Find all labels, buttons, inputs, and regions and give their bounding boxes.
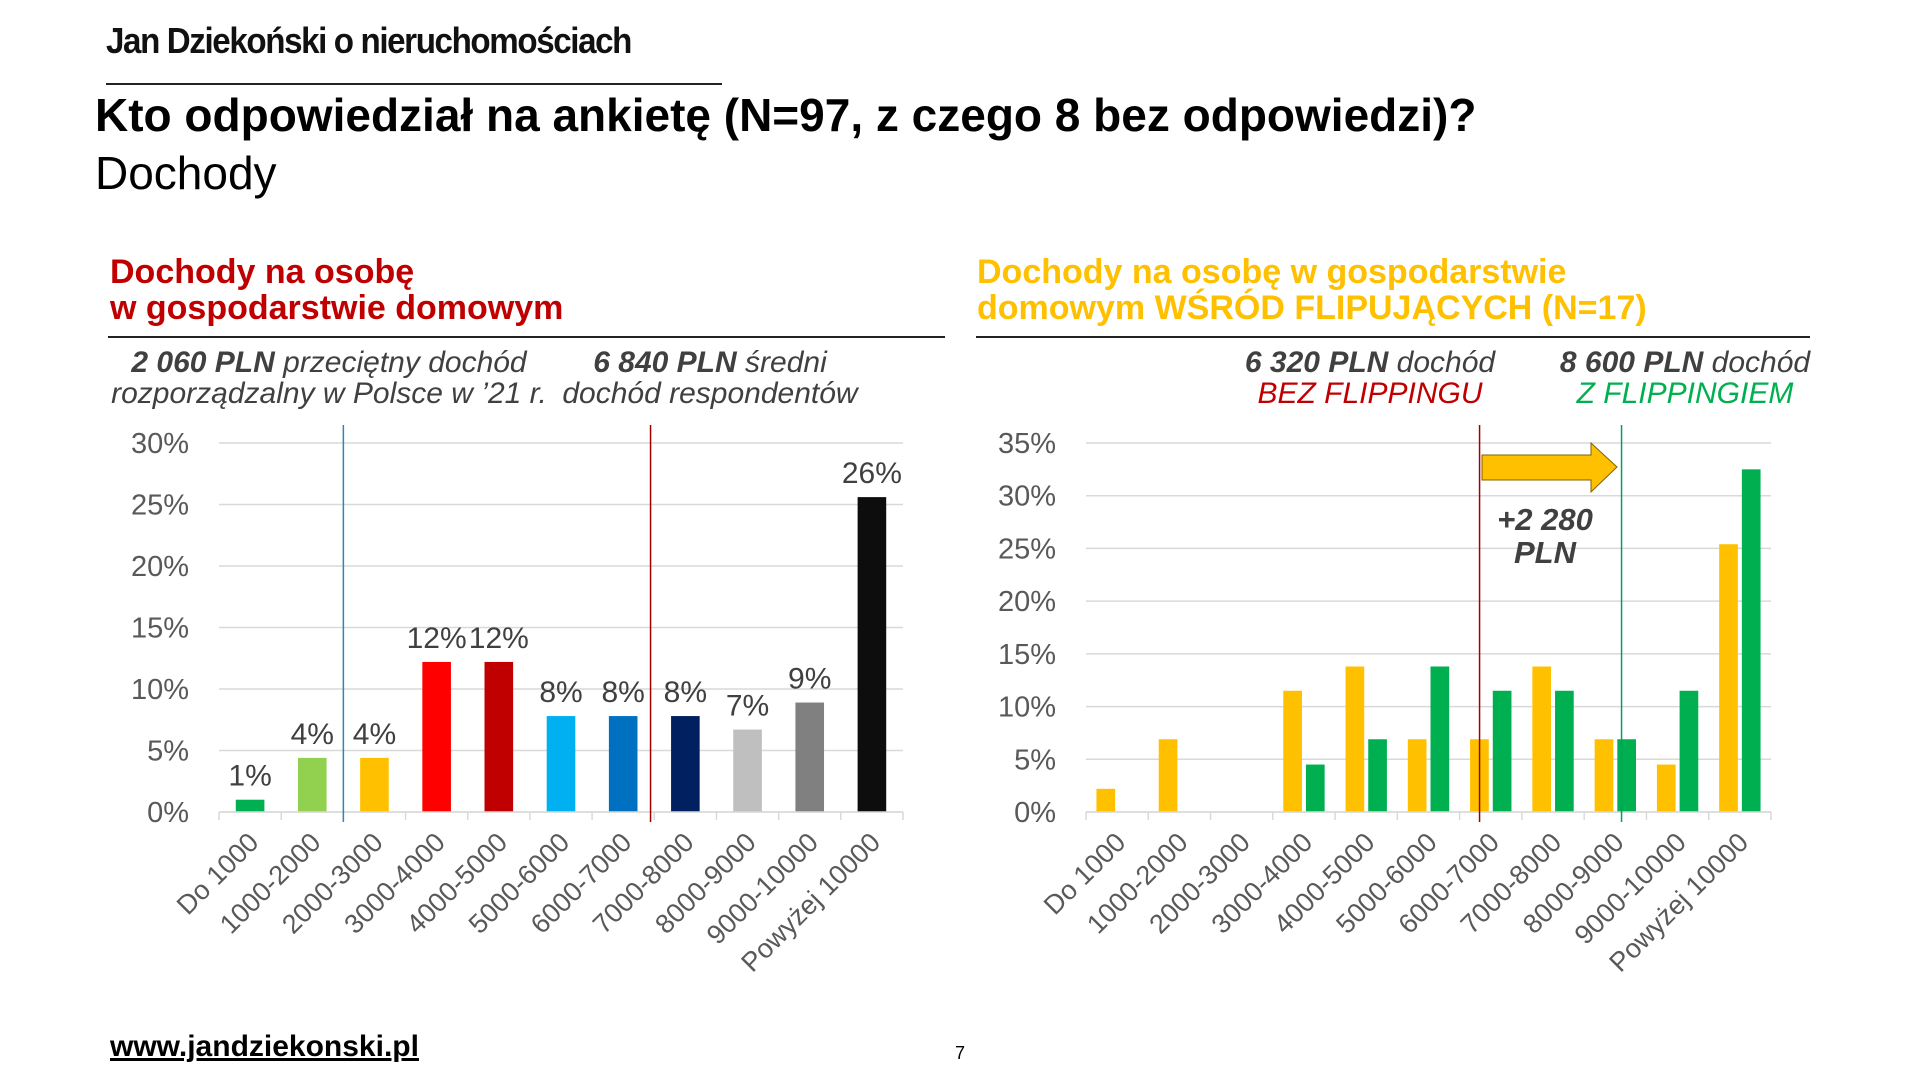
bar-no-flipping bbox=[1345, 666, 1365, 812]
y-tick-label: 30% bbox=[131, 428, 189, 460]
bar-no-flipping bbox=[1096, 788, 1116, 812]
right-bar-chart: 0%5%10%15%20%25%30%35%Do 10001000-200020… bbox=[998, 425, 1772, 978]
right-chart-title-line1: Dochody na osobę w gospodarstwie bbox=[977, 253, 1567, 291]
right-chart-title: Dochody na osobę w gospodarstwie domowym… bbox=[977, 254, 1647, 326]
income-gain-annotation: +2 280 PLN bbox=[1481, 441, 1618, 570]
y-tick-label: 5% bbox=[1014, 744, 1056, 776]
right-chart-divider bbox=[976, 336, 1810, 338]
bar bbox=[297, 757, 327, 812]
bar-no-flipping bbox=[1532, 666, 1552, 812]
bar-no-flipping bbox=[1283, 690, 1302, 812]
no-flipping-income-note: 6 320 PLN dochód BEZ FLIPPINGU bbox=[1220, 347, 1520, 409]
y-tick-label: 0% bbox=[1014, 797, 1056, 829]
bar-flipping bbox=[1679, 690, 1699, 812]
respondent-income-text2: dochód respondentów bbox=[562, 377, 858, 410]
y-tick-label: 10% bbox=[998, 692, 1056, 724]
y-tick-label: 10% bbox=[131, 674, 189, 706]
bar-flipping bbox=[1555, 690, 1574, 812]
bar-no-flipping bbox=[1719, 544, 1738, 812]
left-chart-divider bbox=[108, 336, 945, 338]
y-tick-label: 15% bbox=[131, 613, 189, 645]
respondent-income-text1: średni bbox=[736, 346, 827, 379]
no-flipping-income-value: 6 320 PLN bbox=[1244, 346, 1389, 379]
flipping-income-value: 8 600 PLN bbox=[1559, 346, 1704, 379]
bar bbox=[795, 702, 825, 812]
bar bbox=[360, 757, 389, 812]
national-income-value: 2 060 PLN bbox=[131, 346, 275, 379]
bar-flipping bbox=[1492, 690, 1512, 812]
page-title: Kto odpowiedział na ankietę (N=97, z cze… bbox=[95, 89, 1477, 141]
bar bbox=[671, 716, 700, 812]
data-label: 9% bbox=[788, 663, 831, 696]
data-label: 8% bbox=[602, 676, 645, 709]
data-label: 8% bbox=[664, 676, 707, 709]
y-tick-label: 15% bbox=[998, 639, 1056, 671]
data-label: 8% bbox=[539, 676, 582, 709]
y-tick-label: 30% bbox=[998, 481, 1056, 513]
data-label: 4% bbox=[291, 718, 334, 751]
bar-no-flipping bbox=[1656, 764, 1676, 812]
bar-flipping bbox=[1368, 739, 1387, 812]
right-chart-title-line2: domowym WŚRÓD FLIPUJĄCYCH (N=17) bbox=[977, 289, 1647, 327]
no-flipping-label: BEZ FLIPPINGU bbox=[1257, 377, 1483, 410]
arrow-right-icon bbox=[1481, 441, 1618, 494]
bar bbox=[422, 661, 451, 812]
left-chart-title: Dochody na osobę w gospodarstwie domowym bbox=[110, 254, 563, 326]
page-subtitle: Dochody bbox=[95, 147, 277, 199]
page-number: 7 bbox=[955, 1043, 966, 1063]
bar-flipping bbox=[1741, 469, 1761, 812]
bar bbox=[484, 661, 514, 812]
y-tick-label: 20% bbox=[998, 586, 1056, 618]
y-tick-label: 25% bbox=[998, 533, 1056, 565]
flipping-income-note: 8 600 PLN dochód Z FLIPPINGIEM bbox=[1540, 347, 1830, 409]
bar bbox=[608, 716, 638, 812]
bar-no-flipping bbox=[1158, 739, 1178, 812]
national-income-text1: przeciętny dochód bbox=[274, 346, 527, 379]
y-tick-label: 0% bbox=[147, 797, 189, 829]
national-income-note: 2 060 PLN przeciętny dochód rozporządzal… bbox=[108, 347, 550, 409]
left-chart-title-line1: Dochody na osobę bbox=[110, 253, 415, 291]
national-income-text2: rozporządzalny w Polsce w ’21 r. bbox=[111, 377, 547, 410]
data-label: 12% bbox=[407, 622, 467, 655]
site-logo: Jan Dziekoński o nieruchomościach bbox=[106, 20, 632, 61]
left-bar-chart: 0% 5% 10% 15% 20% 25% 30% 1% 4% 4% 12% 12% 8% 8% 8% 7% 9… bbox=[131, 425, 904, 978]
gain-value-text: +2 280 bbox=[1497, 502, 1593, 537]
respondent-income-note: 6 840 PLN średni dochód respondentów bbox=[545, 347, 875, 409]
y-tick-label: 25% bbox=[131, 490, 189, 522]
bar-no-flipping bbox=[1407, 739, 1427, 812]
flipping-label: Z FLIPPINGIEM bbox=[1576, 377, 1794, 410]
left-chart-title-line2: w gospodarstwie domowym bbox=[110, 289, 564, 327]
bar-flipping bbox=[1617, 739, 1636, 812]
bar-flipping bbox=[1430, 666, 1450, 812]
bar bbox=[733, 729, 762, 812]
bar-no-flipping bbox=[1594, 739, 1614, 812]
flipping-income-text1: dochód bbox=[1703, 346, 1811, 379]
data-label: 26% bbox=[842, 457, 902, 490]
bar-flipping bbox=[1305, 764, 1325, 812]
bar bbox=[235, 799, 265, 812]
bar bbox=[857, 497, 887, 812]
data-label: 4% bbox=[353, 718, 396, 751]
y-tick-label: 20% bbox=[131, 551, 189, 583]
data-label: 12% bbox=[469, 622, 529, 655]
data-label: 7% bbox=[726, 690, 769, 723]
y-tick-label: 35% bbox=[998, 428, 1056, 460]
y-tick-label: 5% bbox=[147, 736, 189, 768]
data-label: 1% bbox=[228, 760, 271, 793]
bar bbox=[546, 716, 576, 812]
website-link[interactable]: www.jandziekonski.pl bbox=[110, 1030, 419, 1063]
respondent-income-value: 6 840 PLN bbox=[593, 346, 737, 379]
no-flipping-income-text1: dochód bbox=[1388, 346, 1496, 379]
logo-divider bbox=[106, 83, 722, 85]
gain-unit-text: PLN bbox=[1514, 535, 1577, 570]
